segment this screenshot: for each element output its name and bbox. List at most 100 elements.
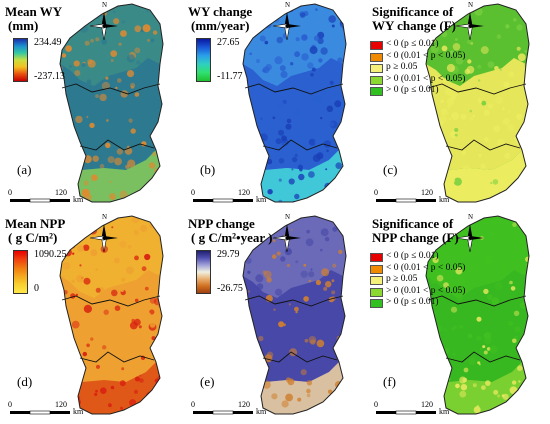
texture-spot — [142, 24, 151, 33]
texture-spot — [297, 294, 303, 300]
texture-spot — [258, 335, 264, 342]
texture-spot — [513, 17, 517, 22]
texture-spot — [465, 183, 473, 192]
texture-spot — [440, 99, 444, 104]
texture-spot — [318, 58, 323, 63]
texture-spot — [95, 37, 100, 42]
texture-spot — [310, 339, 316, 345]
texture-spot — [263, 270, 272, 279]
inner-boundary — [262, 139, 338, 151]
scale-zero-label: 0 — [374, 400, 378, 409]
texture-spot — [517, 53, 526, 62]
texture-spot — [80, 228, 87, 235]
texture-spot — [483, 332, 491, 340]
texture-spot — [512, 236, 519, 243]
texture-spot — [121, 277, 126, 283]
texture-spot — [464, 254, 468, 257]
texture-spot — [305, 238, 314, 247]
texture-spot — [518, 380, 521, 383]
texture-spot — [84, 40, 90, 46]
texture-spot — [477, 64, 482, 69]
texture-spot — [324, 182, 332, 190]
map-svg — [10, 215, 164, 415]
texture-spot — [120, 130, 129, 139]
texture-spot — [487, 103, 494, 109]
panel-title-unit: (mm) — [8, 18, 39, 33]
texture-spot — [446, 63, 455, 73]
texture-spot — [307, 62, 314, 69]
texture-spot — [159, 345, 163, 352]
texture-spot — [460, 384, 468, 391]
texture-spot — [101, 81, 110, 90]
texture-spot — [313, 35, 320, 41]
region-fill-south — [78, 354, 160, 414]
scale-unit-label: km — [73, 407, 84, 416]
colorbar-max-label: 1090.25 — [34, 249, 67, 260]
texture-spot — [90, 249, 98, 257]
texture-spot — [92, 155, 99, 162]
texture-spot — [332, 184, 341, 193]
texture-spot — [304, 125, 307, 128]
panel-label: (e) — [200, 374, 215, 389]
texture-spot — [290, 228, 293, 231]
panel-b: N WY change (mm/year) 27.65 -11.77 (b) 0 120 km — [183, 0, 366, 212]
texture-spot — [491, 297, 500, 305]
texture-spot — [275, 138, 282, 145]
scale-unit-label: km — [256, 407, 267, 416]
texture-spot — [329, 80, 334, 85]
texture-spot — [76, 386, 79, 389]
texture-spot — [84, 216, 93, 223]
texture-spot — [149, 322, 156, 328]
texture-spot — [315, 279, 321, 286]
texture-spot — [342, 377, 346, 381]
texture-spot — [111, 289, 118, 297]
texture-spot — [441, 155, 446, 160]
texture-spot — [152, 185, 155, 189]
texture-spot — [303, 263, 307, 267]
texture-spot — [437, 390, 445, 397]
texture-spot — [306, 380, 313, 386]
texture-spot — [320, 228, 329, 237]
texture-spot — [62, 333, 70, 341]
texture-spot — [303, 296, 309, 302]
panel-title: NPP change — [188, 216, 255, 231]
texture-spot — [133, 318, 141, 326]
texture-spot — [147, 179, 156, 188]
texture-spot — [342, 336, 345, 339]
texture-spot — [295, 310, 298, 314]
legend-swatch — [370, 52, 383, 62]
north-label: N — [285, 1, 291, 9]
texture-spot — [134, 47, 141, 54]
texture-spot — [332, 263, 337, 268]
texture-spot — [160, 111, 163, 117]
texture-spot — [496, 138, 505, 147]
texture-spot — [248, 376, 253, 381]
texture-spot — [247, 270, 251, 274]
texture-spot — [108, 403, 112, 408]
texture-spot — [139, 374, 142, 377]
texture-spot — [82, 351, 88, 357]
texture-spot — [274, 56, 283, 65]
inner-boundary — [262, 351, 338, 363]
texture-spot — [100, 80, 104, 84]
texture-spot — [436, 274, 444, 282]
north-label: N — [102, 1, 108, 9]
texture-spot — [490, 219, 497, 225]
texture-spot — [516, 46, 521, 51]
legend-text: > 0 (0.01 < p < 0.05) — [386, 73, 466, 84]
texture-spot — [494, 281, 503, 290]
texture-spot — [281, 400, 289, 408]
texture-spot — [459, 390, 467, 398]
texture-spot — [66, 347, 73, 354]
texture-spot — [331, 24, 335, 28]
texture-spot — [79, 264, 82, 267]
texture-spot — [437, 174, 446, 183]
panel-c: N Significance of WY change (F) < 0 (p ≤ 0.… — [366, 0, 549, 212]
legend-text: < 0 (p ≤ 0.01) — [386, 39, 439, 49]
texture-spot — [266, 323, 273, 331]
legend-text: < 0 (0.01 < p < 0.05) — [386, 50, 466, 61]
texture-spot — [95, 287, 101, 293]
texture-spot — [104, 329, 113, 339]
texture-spot — [463, 367, 469, 373]
texture-spot — [341, 136, 344, 139]
